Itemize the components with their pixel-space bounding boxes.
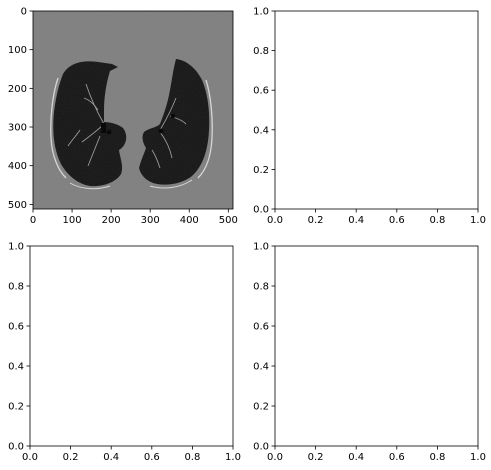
y-tick-label: 0.8 <box>8 282 24 293</box>
x-tick-label: 0.6 <box>389 215 405 226</box>
ct-noise-texture <box>33 11 233 209</box>
ct-axes-frame <box>32 10 234 210</box>
x-tick-label: 1.0 <box>470 215 486 226</box>
x-tick-label: 100 <box>63 215 82 226</box>
x-tick-label: 0.8 <box>429 215 445 226</box>
y-tick-label: 0.4 <box>8 362 24 373</box>
y-tick-label: 0.2 <box>253 402 269 413</box>
axes-frame-top-right <box>274 10 479 210</box>
x-tick-label: 200 <box>102 215 121 226</box>
x-tick-label: 0.0 <box>22 452 38 463</box>
subplot-ct-image: 0 100 200 300 400 500 0 100 200 300 400 500 <box>8 7 238 227</box>
y-tick-label: 0.0 <box>253 442 269 453</box>
x-tick-label: 0.2 <box>63 452 79 463</box>
y-tick-label: 400 <box>8 161 27 172</box>
bottom-right-y-ticks: 0.0 0.2 0.4 0.6 0.8 1.0 <box>253 242 275 453</box>
y-tick-label: 0.0 <box>8 442 24 453</box>
y-tick-label: 100 <box>8 45 27 56</box>
x-tick-label: 0.4 <box>348 215 364 226</box>
y-tick-label: 300 <box>8 123 27 134</box>
top-right-x-ticks: 0.0 0.2 0.4 0.6 0.8 1.0 <box>267 209 486 226</box>
y-tick-label: 0.4 <box>253 125 269 136</box>
x-tick-label: 0.6 <box>144 452 160 463</box>
x-tick-label: 0.0 <box>267 452 283 463</box>
y-tick-label: 0.6 <box>8 322 24 333</box>
x-tick-label: 500 <box>219 215 238 226</box>
x-tick-label: 0.0 <box>267 215 283 226</box>
y-tick-label: 0.8 <box>253 282 269 293</box>
x-tick-label: 0.2 <box>308 215 324 226</box>
bottom-left-x-ticks: 0.0 0.2 0.4 0.6 0.8 1.0 <box>22 446 241 463</box>
y-tick-label: 1.0 <box>8 242 24 253</box>
x-tick-label: 400 <box>180 215 199 226</box>
y-tick-label: 1.0 <box>253 242 269 253</box>
subplot-bottom-left: 0.0 0.2 0.4 0.6 0.8 1.0 0.0 0.2 0.4 0.6 0.8 1.0 <box>8 242 241 464</box>
y-tick-label: 0.2 <box>8 402 24 413</box>
x-tick-label: 0.2 <box>308 452 324 463</box>
x-tick-label: 1.0 <box>470 452 486 463</box>
y-tick-label: 0.8 <box>253 46 269 57</box>
x-tick-label: 0.6 <box>389 452 405 463</box>
y-tick-label: 0.6 <box>253 322 269 333</box>
x-tick-label: 0.8 <box>429 452 445 463</box>
bottom-left-y-ticks: 0.0 0.2 0.4 0.6 0.8 1.0 <box>8 242 30 453</box>
x-tick-label: 0 <box>30 215 36 226</box>
top-right-y-ticks: 0.0 0.2 0.4 0.6 0.8 1.0 <box>253 7 275 216</box>
ct-y-ticks: 0 100 200 300 400 500 <box>8 7 33 211</box>
y-tick-label: 0 <box>21 7 27 18</box>
x-tick-label: 0.4 <box>103 452 119 463</box>
x-tick-label: 0.8 <box>184 452 200 463</box>
axes-frame-bottom-right <box>274 245 479 447</box>
x-tick-label: 300 <box>141 215 160 226</box>
y-tick-label: 0.6 <box>253 86 269 97</box>
axes-frame-bottom-left <box>29 245 234 447</box>
bottom-right-x-ticks: 0.0 0.2 0.4 0.6 0.8 1.0 <box>267 446 486 463</box>
y-tick-label: 500 <box>8 200 27 211</box>
ct-x-ticks: 0 100 200 300 400 500 <box>30 209 238 226</box>
subplot-bottom-right: 0.0 0.2 0.4 0.6 0.8 1.0 0.0 0.2 0.4 0.6 0.8 1.0 <box>253 242 486 464</box>
y-tick-label: 200 <box>8 84 27 95</box>
x-tick-label: 1.0 <box>225 452 241 463</box>
y-tick-label: 0.2 <box>253 165 269 176</box>
y-tick-label: 0.0 <box>253 205 269 216</box>
y-tick-label: 1.0 <box>253 7 269 18</box>
y-tick-label: 0.4 <box>253 362 269 373</box>
x-tick-label: 0.4 <box>348 452 364 463</box>
subplot-top-right: 0.0 0.2 0.4 0.6 0.8 1.0 0.0 0.2 0.4 0.6 0.8 1.0 <box>253 7 486 227</box>
